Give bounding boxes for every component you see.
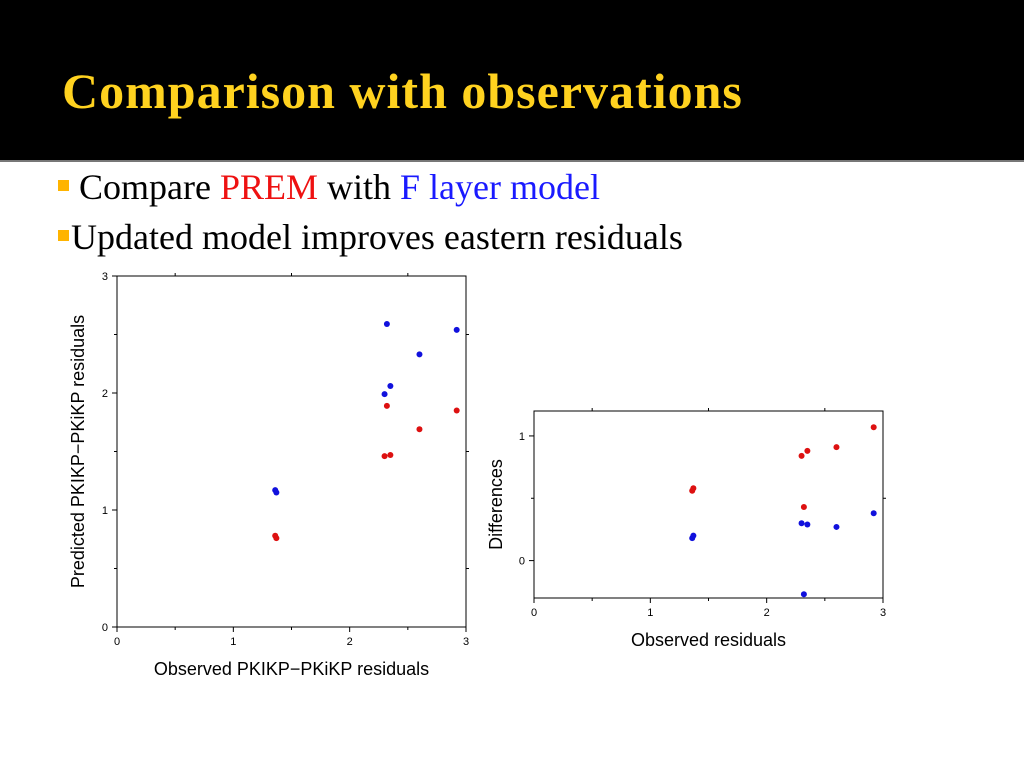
bullet-updated-model: Updated model improves eastern residuals xyxy=(58,216,683,258)
bullet1-prefix: Compare xyxy=(79,167,220,207)
y-axis-label: Predicted PKIKP−PKiKP residuals xyxy=(68,315,88,588)
data-point-series-1 xyxy=(833,444,840,451)
data-point-series-1 xyxy=(870,424,877,431)
y-tick-label: 3 xyxy=(102,271,108,283)
plot-frame xyxy=(533,410,884,599)
data-point-series-2 xyxy=(804,521,811,528)
data-point-series-2 xyxy=(273,489,280,496)
x-axis-label: Observed residuals xyxy=(631,630,786,650)
data-point-series-1 xyxy=(381,453,388,460)
data-point-series-2 xyxy=(453,326,460,333)
data-point-series-1 xyxy=(387,452,394,459)
x-axis-label: Observed PKIKP−PKiKP residuals xyxy=(154,659,429,679)
data-point-series-2 xyxy=(387,382,394,389)
bullet1-prem: PREM xyxy=(219,167,319,207)
plot-frame xyxy=(116,275,467,628)
data-point-series-1 xyxy=(273,535,280,542)
data-point-series-2 xyxy=(690,532,697,539)
y-tick-label: 0 xyxy=(519,556,525,568)
x-tick-label: 0 xyxy=(114,636,120,648)
data-point-series-1 xyxy=(800,503,807,510)
data-point-series-2 xyxy=(798,520,805,527)
scatter-chart-2: 0 1 2 3 0 1 Observed residuals Differences xyxy=(486,408,886,650)
y-tick-label: 0 xyxy=(102,622,108,634)
x-tick-label: 2 xyxy=(347,636,353,648)
data-point-series-1 xyxy=(804,447,811,454)
data-point-series-1 xyxy=(453,407,460,414)
bullet2-text: Updated model improves eastern residuals xyxy=(71,217,683,257)
x-tick-label: 0 xyxy=(531,607,537,619)
bullet1-mid: with xyxy=(318,167,401,207)
data-point-series-2 xyxy=(800,591,807,598)
data-point-series-1 xyxy=(798,452,805,459)
title-bar: Comparison with observations xyxy=(0,0,1024,162)
x-tick-label: 1 xyxy=(230,636,236,648)
scatter-chart-1: 0 1 2 3 0 1 2 3 Observed PKIKP−PKiKP residuals Pr… xyxy=(68,271,469,679)
x-tick-label: 2 xyxy=(764,607,770,619)
bullet1-model: F layer model xyxy=(400,167,600,207)
y-tick-label: 2 xyxy=(102,388,108,400)
slide-title: Comparison with observations xyxy=(62,63,743,119)
data-point-series-2 xyxy=(383,320,390,327)
data-point-series-2 xyxy=(833,523,840,530)
x-tick-label: 1 xyxy=(647,607,653,619)
data-point-series-2 xyxy=(870,510,877,517)
bullet-compare: Compare PREM with F layer model xyxy=(58,166,600,208)
bullet-square-icon xyxy=(58,230,69,242)
data-point-series-1 xyxy=(416,426,423,433)
y-axis-label: Differences xyxy=(486,459,506,550)
data-point-series-2 xyxy=(381,391,388,398)
y-tick-label: 1 xyxy=(519,431,525,443)
x-tick-label: 3 xyxy=(463,636,469,648)
data-point-series-2 xyxy=(416,351,423,358)
x-tick-label: 3 xyxy=(880,607,886,619)
data-point-series-1 xyxy=(690,485,697,492)
bullet-square-icon xyxy=(58,180,69,192)
data-point-series-1 xyxy=(383,402,390,409)
y-tick-label: 1 xyxy=(102,505,108,517)
